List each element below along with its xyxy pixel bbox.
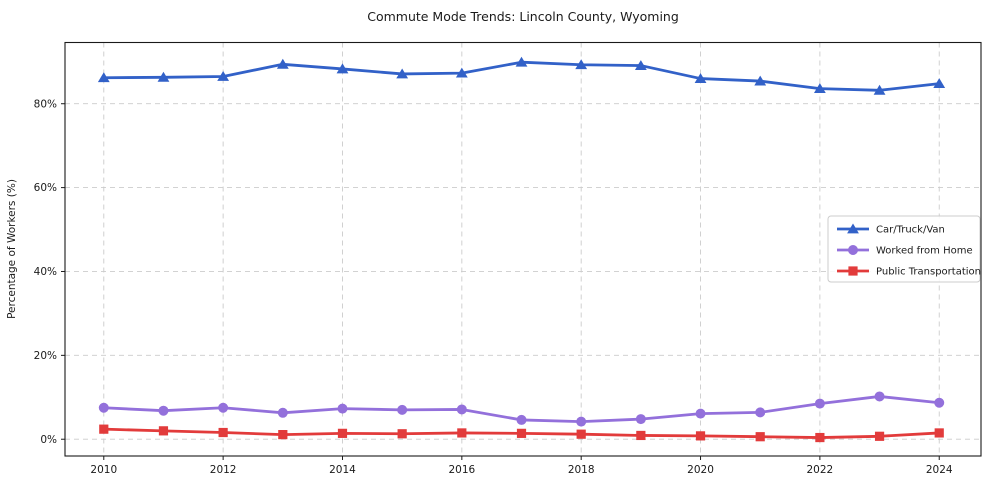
x-tick-label: 2012 — [210, 464, 237, 476]
data-point-marker — [397, 429, 407, 439]
axes-layer: 2010 2012 2014 2016 2018 2020 2022 2024 0% 20% 40%… — [34, 41, 982, 476]
series-layer — [97, 56, 946, 443]
data-point-marker — [98, 402, 109, 413]
data-point-marker — [694, 73, 707, 83]
data-point-marker — [218, 427, 228, 438]
data-point-marker — [158, 426, 169, 436]
chart-title: Commute Mode Trends: Lincoln County, Wyo… — [367, 9, 679, 24]
data-point-marker — [336, 63, 349, 74]
data-point-marker — [455, 67, 468, 78]
data-point-marker — [695, 408, 706, 419]
data-point-marker — [934, 397, 945, 408]
x-tick-label: 2016 — [448, 464, 475, 476]
data-point-marker — [396, 68, 409, 79]
x-tick-label: 2018 — [568, 464, 595, 476]
y-axis-label: Percentage of Workers (%) — [6, 179, 18, 319]
x-tick-label: 2022 — [807, 464, 834, 476]
legend-layer: Car/Truck/Van Worked from Home Public Tran… — [827, 215, 981, 283]
y-tick-label: 0% — [40, 434, 57, 446]
legend-box — [827, 215, 981, 283]
data-point-marker — [848, 245, 858, 255]
data-point-marker — [874, 391, 885, 402]
data-point-marker — [515, 56, 528, 67]
x-tick-label: 2020 — [687, 464, 714, 476]
series-worked-from-home — [98, 391, 945, 427]
data-point-marker — [874, 431, 885, 441]
y-tick-label: 80% — [34, 98, 57, 110]
data-point-marker — [848, 266, 858, 276]
data-point-marker — [278, 430, 288, 440]
data-point-marker — [575, 59, 588, 70]
data-point-marker — [934, 428, 944, 438]
data-point-marker — [873, 84, 886, 95]
data-point-marker — [217, 70, 230, 81]
data-point-marker — [755, 407, 766, 418]
x-tick-label: 2014 — [329, 464, 356, 476]
data-point-marker — [99, 424, 109, 434]
data-point-marker — [158, 405, 169, 416]
data-point-marker — [815, 432, 825, 443]
x-tick-label: 2024 — [926, 464, 953, 476]
data-point-marker — [847, 223, 859, 234]
data-point-marker — [576, 416, 587, 427]
series-public-transportation — [99, 424, 944, 443]
legend-label: Worked from Home — [876, 246, 973, 257]
data-point-marker — [337, 403, 348, 414]
data-point-marker — [814, 398, 825, 409]
legend-item: Worked from Home — [837, 245, 973, 257]
legend-item: Car/Truck/Van — [837, 223, 945, 236]
data-point-marker — [635, 414, 646, 425]
legend-label: Car/Truck/Van — [876, 225, 945, 236]
data-point-marker — [634, 60, 647, 70]
y-tick-label: 60% — [34, 182, 57, 194]
data-point-marker — [337, 428, 348, 438]
data-point-marker — [754, 75, 767, 86]
x-tick-label: 2010 — [90, 464, 117, 476]
data-point-marker — [456, 404, 467, 415]
data-point-marker — [813, 83, 826, 94]
y-tick-label: 20% — [34, 350, 57, 362]
plot-frame — [64, 41, 982, 457]
data-point-marker — [933, 78, 946, 88]
legend-label: Public Transportation — [876, 267, 981, 278]
data-point-marker — [277, 407, 288, 418]
data-point-marker — [636, 430, 646, 441]
series-car-truck-van — [97, 56, 946, 95]
data-point-marker — [755, 432, 765, 442]
grid-layer — [65, 42, 981, 456]
data-point-marker — [157, 71, 170, 82]
data-point-marker — [576, 429, 586, 439]
data-point-marker — [516, 414, 527, 425]
data-point-marker — [97, 72, 110, 83]
data-point-marker — [276, 58, 289, 69]
legend-item: Public Transportation — [837, 266, 981, 278]
data-point-marker — [457, 428, 467, 438]
y-tick-label: 40% — [34, 266, 57, 278]
data-point-marker — [218, 402, 229, 413]
data-point-marker — [695, 431, 706, 441]
data-point-marker — [397, 404, 408, 415]
data-point-marker — [516, 428, 527, 438]
